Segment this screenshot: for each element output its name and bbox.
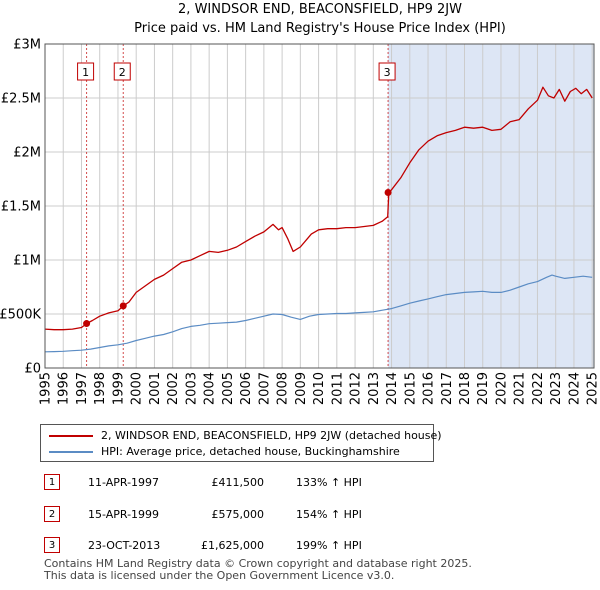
y-tick-label: £500K: [0, 308, 41, 323]
x-tick-label: 2008: [276, 372, 291, 405]
sale-box: [77, 62, 95, 81]
x-tick-label: 2002: [166, 372, 181, 405]
y-tick-label: £2M: [13, 146, 41, 161]
y-tick-label: £2.5M: [1, 92, 41, 107]
sale-box-label: 3: [384, 66, 391, 79]
x-tick-label: 2007: [257, 372, 272, 405]
transaction-price: £1,625,000: [201, 539, 264, 552]
x-tick-label: 2025: [586, 372, 600, 405]
x-tick-label: 2016: [422, 372, 437, 405]
x-tick-label: 1997: [75, 372, 90, 405]
x-tick-label: 2010: [312, 372, 327, 405]
legend: 2, WINDSOR END, BEACONSFIELD, HP9 2JW (d…: [40, 424, 442, 462]
transaction-hpi: 133% ↑ HPI: [296, 476, 362, 489]
sale-box-label: 1: [82, 66, 89, 79]
x-tick-label: 2012: [349, 372, 364, 405]
transaction-date: 23-OCT-2013: [88, 539, 161, 552]
x-tick-label: 2015: [403, 372, 418, 405]
transaction-hpi: 154% ↑ HPI: [296, 508, 362, 521]
plot-frame: [44, 43, 595, 369]
sale-marker: [384, 189, 392, 196]
chart-subtitle: Price paid vs. HM Land Registry's House …: [134, 21, 506, 36]
x-tick-label: 2020: [494, 372, 509, 405]
x-tick-label: 2009: [294, 372, 309, 405]
legend-label-price: 2, WINDSOR END, BEACONSFIELD, HP9 2JW (d…: [101, 429, 442, 442]
x-tick-label: 2017: [440, 372, 455, 405]
legend-label-hpi: HPI: Average price, detached house, Buck…: [101, 445, 400, 458]
transaction-price: £411,500: [211, 476, 265, 489]
transaction-row: 2 15-APR-1999 £575,000 154% ↑ HPI: [44, 506, 384, 524]
x-tick-label: 2000: [130, 372, 145, 405]
sale-box: [378, 62, 396, 81]
legend-item-price: 2, WINDSOR END, BEACONSFIELD, HP9 2JW (d…: [49, 428, 442, 444]
x-tick-label: 2019: [476, 372, 491, 405]
y-tick-label: £1M: [13, 254, 41, 269]
x-tick-label: 2001: [148, 372, 163, 405]
transaction-hpi: 199% ↑ HPI: [296, 539, 362, 552]
x-tick-label: 2011: [330, 372, 345, 405]
footer-copyright: Contains HM Land Registry data © Crown c…: [44, 557, 472, 570]
x-tick-label: 2005: [221, 372, 236, 405]
x-tick-label: 2024: [567, 372, 582, 405]
transaction-price: £575,000: [211, 508, 265, 521]
x-tick-label: 2018: [458, 372, 473, 405]
price-chart: 2, WINDSOR END, BEACONSFIELD, HP9 2JW Pr…: [0, 2, 600, 405]
x-tick-label: 2003: [184, 372, 199, 405]
chart-title: 2, WINDSOR END, BEACONSFIELD, HP9 2JW: [178, 2, 462, 17]
legend-swatch-price: [49, 435, 93, 437]
x-tick-label: 1998: [93, 372, 108, 405]
x-tick-label: 2014: [385, 372, 400, 405]
transaction-date: 15-APR-1999: [88, 508, 160, 521]
transaction-number: 1: [44, 474, 60, 490]
sale-marker: [83, 320, 91, 328]
sale-marker: [119, 302, 127, 310]
footer-licence: This data is licensed under the Open Gov…: [44, 569, 395, 582]
x-tick-label: 2023: [549, 372, 564, 405]
transaction-number: 2: [44, 506, 60, 522]
x-tick-label: 2004: [203, 372, 218, 405]
transaction-row: 1 11-APR-1997 £411,500 133% ↑ HPI: [44, 474, 384, 492]
x-tick-label: 2022: [531, 372, 546, 405]
price-paid-line: [44, 86, 593, 331]
transaction-row: 3 23-OCT-2013 £1,625,000 199% ↑ HPI: [44, 537, 384, 555]
transaction-date: 11-APR-1997: [88, 476, 160, 489]
y-tick-label: £0: [24, 362, 41, 377]
y-tick-label: £3M: [13, 38, 41, 53]
x-tick-label: 1999: [111, 372, 126, 405]
x-tick-label: 1996: [57, 372, 72, 405]
legend-item-hpi: HPI: Average price, detached house, Buck…: [49, 444, 400, 460]
sale-box: [113, 62, 131, 81]
y-tick-label: £1.5M: [1, 200, 41, 215]
sale-box-label: 2: [119, 66, 126, 79]
footer: Contains HM Land Registry data © Crown c…: [44, 558, 584, 582]
x-tick-label: 2006: [239, 372, 254, 405]
hpi-line: [44, 274, 593, 353]
x-tick-label: 2013: [367, 372, 382, 405]
transaction-number: 3: [44, 537, 60, 553]
legend-swatch-hpi: [49, 451, 93, 453]
x-tick-label: 2021: [513, 372, 528, 405]
x-tick-label: 1995: [39, 372, 54, 405]
